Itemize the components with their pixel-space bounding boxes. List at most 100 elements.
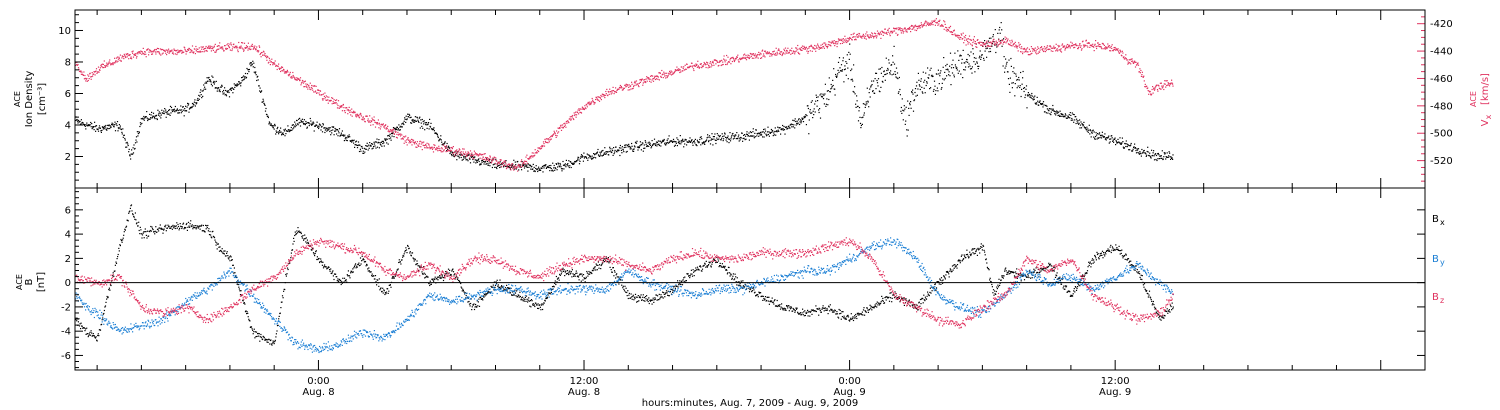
- top-black-point: [410, 116, 412, 118]
- top-black-point: [482, 159, 484, 161]
- top-black-point: [830, 88, 832, 90]
- top-pink-point: [1036, 48, 1038, 50]
- top-black-point: [1130, 144, 1132, 146]
- top-black-point: [403, 120, 405, 122]
- top-black-point: [952, 59, 954, 61]
- top-black-point: [236, 83, 238, 85]
- top-pink-point: [362, 116, 364, 118]
- top-pink-point: [981, 41, 983, 43]
- top-pink-point: [1117, 50, 1120, 52]
- top-black-point: [641, 144, 643, 146]
- top-pink-point: [874, 32, 876, 34]
- top-black-point: [1154, 153, 1157, 155]
- top-pink-point: [1033, 48, 1035, 50]
- top-black-point: [901, 98, 903, 100]
- top-pink-point: [527, 158, 529, 160]
- top-black-point: [451, 155, 453, 157]
- top-black-point: [730, 136, 732, 138]
- top-black-point: [804, 115, 806, 117]
- bottom-black-point: [186, 229, 188, 231]
- top-pink-point: [281, 70, 283, 72]
- top-black-point: [767, 133, 769, 136]
- top-pink-point: [1049, 48, 1051, 50]
- top-pink-point: [90, 76, 92, 78]
- top-black-point: [578, 159, 580, 161]
- top-pink-point: [380, 126, 382, 128]
- top-black-point: [525, 164, 527, 167]
- top-pink-point: [1005, 38, 1007, 41]
- bottom-black-point: [329, 270, 331, 272]
- top-black-point: [273, 128, 275, 130]
- bottom-black-point: [259, 336, 261, 338]
- top-black-point: [654, 144, 657, 147]
- top-pink-point: [912, 28, 914, 30]
- bottom-black-point: [124, 229, 126, 231]
- top-pink-point: [284, 72, 286, 74]
- top-pink-point: [1079, 46, 1082, 48]
- top-black-point: [615, 146, 617, 148]
- top-black-point: [405, 115, 407, 117]
- top-pink-point: [1060, 51, 1063, 53]
- top-black-point: [211, 85, 213, 87]
- top-pink-point: [355, 116, 358, 118]
- top-pink-point: [1112, 50, 1114, 52]
- top-black-point: [297, 124, 299, 126]
- top-black-point: [826, 90, 828, 92]
- top-pink-point: [114, 62, 116, 64]
- top-black-point: [285, 133, 287, 135]
- top-pink-point: [707, 67, 709, 69]
- top-pink-point: [245, 47, 247, 49]
- top-pink-point: [452, 153, 454, 155]
- top-black-point: [129, 154, 131, 156]
- top-black-point: [255, 71, 257, 73]
- top-pink-point: [156, 51, 158, 53]
- top-black-point: [245, 77, 247, 79]
- top-black-point: [534, 170, 536, 173]
- top-black-point: [871, 80, 873, 82]
- top-black-point: [542, 165, 545, 167]
- top-black-point: [847, 78, 849, 80]
- top-pink-point: [1114, 46, 1116, 49]
- top-pink-point: [706, 61, 708, 63]
- top-pink-point: [733, 59, 735, 61]
- top-black-point: [1170, 156, 1172, 158]
- top-black-point: [100, 131, 102, 133]
- top-black-point: [122, 136, 124, 138]
- top-pink-point: [372, 124, 374, 126]
- top-pink-point: [310, 89, 312, 91]
- top-black-point: [810, 112, 812, 114]
- top-pink-point: [454, 155, 456, 157]
- top-black-point: [852, 80, 854, 82]
- top-pink-point: [450, 147, 452, 149]
- top-pink-point: [911, 24, 913, 27]
- top-black-point: [618, 149, 620, 151]
- top-black-point: [675, 141, 677, 143]
- top-black-point: [770, 128, 772, 131]
- top-pink-point: [560, 124, 562, 126]
- top-black-point: [155, 114, 157, 116]
- top-black-point: [644, 147, 646, 149]
- top-black-point: [354, 144, 356, 146]
- top-black-point: [795, 120, 797, 123]
- bottom-black-point: [79, 323, 81, 325]
- top-pink-point: [1095, 40, 1097, 42]
- top-pink-point: [609, 88, 611, 90]
- top-black-point: [1105, 139, 1107, 141]
- bottom-black-point: [229, 260, 231, 262]
- top-black-point: [341, 134, 343, 136]
- top-black-point: [1070, 114, 1072, 116]
- top-black-point: [193, 101, 195, 103]
- top-black-point: [386, 142, 388, 144]
- bottom-black-point: [305, 237, 307, 239]
- top-black-point: [754, 132, 756, 134]
- top-pink-point: [356, 114, 358, 116]
- top-black-point: [1051, 108, 1053, 110]
- top-black-point: [792, 126, 794, 128]
- top-pink-point: [443, 149, 445, 151]
- top-pink-point: [1031, 52, 1033, 54]
- top-pink-point: [474, 154, 476, 156]
- top-pink-point: [486, 157, 489, 159]
- top-black-point: [735, 138, 737, 140]
- top-pink-point: [1152, 86, 1154, 88]
- top-black-point: [119, 125, 121, 127]
